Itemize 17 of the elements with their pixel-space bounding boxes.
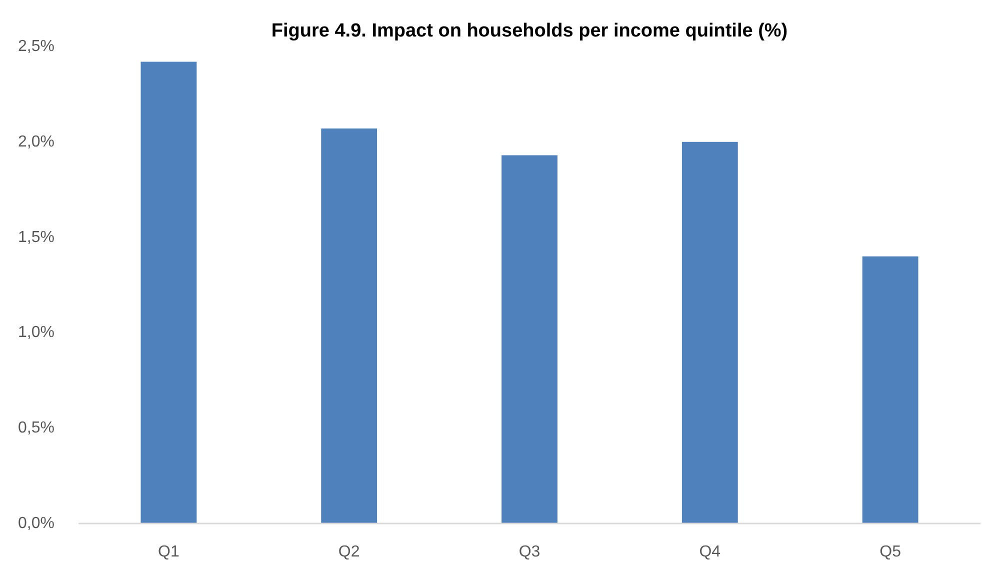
x-tick-label: Q2	[338, 544, 360, 560]
x-tick-label: Q5	[880, 544, 902, 560]
bar	[321, 128, 378, 524]
y-tick-label: 0,5%	[18, 420, 54, 437]
y-tick-label: 2,5%	[18, 38, 54, 55]
x-tick-label: Q1	[158, 544, 180, 560]
y-tick-label: 1,5%	[18, 228, 54, 246]
x-tick-label: Q3	[518, 544, 540, 560]
y-tick-label: 0,0%	[18, 515, 54, 532]
bar	[502, 155, 558, 524]
bar	[682, 142, 738, 524]
y-tick-label: 2,0%	[18, 133, 54, 150]
bar	[862, 256, 918, 524]
bar	[140, 62, 197, 524]
x-tick-label: Q4	[699, 544, 721, 560]
chart-title: Figure 4.9. Impact on households per income quintile (%)	[271, 20, 788, 42]
y-tick-label: 1,0%	[18, 324, 54, 342]
